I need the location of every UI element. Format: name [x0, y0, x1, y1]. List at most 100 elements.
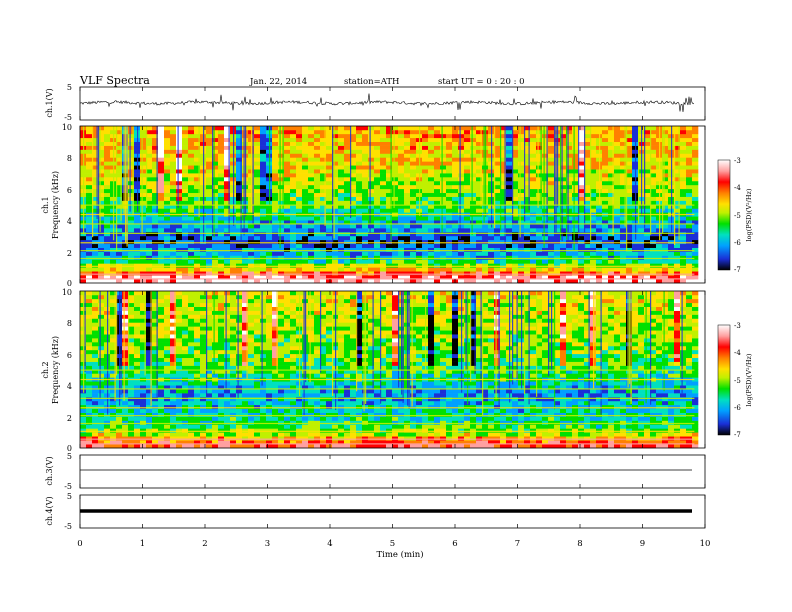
spectrogram-cell [152, 180, 159, 186]
spectrogram-cell [434, 169, 441, 174]
spectrogram-cell [308, 188, 315, 194]
spectrogram-cell [572, 157, 579, 162]
spectrogram-cell [542, 196, 549, 201]
spectrogram-cell [674, 165, 681, 170]
spectrogram-cell [314, 145, 321, 150]
spectrogram-cell [302, 271, 309, 276]
spectrogram-cell [464, 180, 471, 186]
spectrogram-cell [650, 149, 657, 154]
spectrogram-cell [254, 165, 261, 170]
spectrogram-cell [134, 436, 141, 441]
spectrogram-cell [452, 216, 459, 221]
spectrogram-cell [80, 428, 87, 433]
spectrogram-cell [470, 184, 477, 190]
spectrogram-cell [506, 188, 513, 194]
spectrogram-cell [272, 173, 279, 178]
spectrogram-cell [524, 153, 531, 158]
spectrogram-cell [608, 208, 615, 213]
spectrogram-cell [344, 133, 351, 139]
spectrogram-cell [578, 275, 585, 280]
spectrogram-cell [680, 145, 687, 150]
spectrogram-cell [158, 231, 165, 237]
spectrogram-cell [626, 145, 633, 150]
spectrogram-cell [140, 251, 147, 256]
spectrogram-cell [476, 255, 483, 260]
spectrogram-cell [368, 208, 375, 213]
spectrogram-cell [188, 184, 195, 190]
spectrogram-cell [428, 196, 435, 201]
spectrogram-cell [188, 314, 195, 319]
spectrogram-cell [542, 279, 549, 284]
spectrogram-cell [218, 239, 225, 245]
spectrogram-cell [92, 251, 99, 256]
spectrogram-cell [164, 271, 171, 276]
spectrogram-cell [158, 149, 165, 154]
spectrogram-cell [170, 432, 177, 437]
spectrogram-cell [350, 177, 357, 182]
spectrogram-cell [260, 271, 267, 276]
spectrogram-cell [278, 165, 285, 170]
spectrogram-cell [560, 153, 567, 158]
spectrogram-cell [374, 133, 381, 139]
spectrogram-cell [182, 169, 189, 174]
spectrogram-cell [368, 177, 375, 182]
spectrogram-cell [590, 133, 597, 139]
spectrogram-cell [584, 235, 591, 241]
spectrogram-cell [356, 173, 363, 178]
spectrogram-cell [374, 184, 381, 190]
spectrogram-cell [146, 424, 153, 429]
spectrogram-cell [356, 204, 363, 209]
spectrogram-cell [140, 235, 147, 241]
spectrogram-cell [434, 255, 441, 260]
spectrogram-cell [290, 145, 297, 150]
spectrogram-cell [674, 133, 681, 139]
spectrogram-cell [332, 137, 339, 142]
spectrogram-cell [458, 149, 465, 154]
spectrogram-cell [398, 267, 405, 272]
spectrogram-cell [680, 235, 687, 241]
spectrogram-cell [404, 180, 411, 186]
spectrogram-cell [110, 432, 117, 437]
spectrogram-cell [398, 235, 405, 241]
spectrogram-cell [146, 184, 153, 190]
spectrogram-cell [110, 298, 117, 304]
spectrogram-cell [452, 169, 459, 174]
spectrogram-cell [644, 216, 651, 221]
spectrogram-cell [602, 216, 609, 221]
spectrogram-cell [308, 247, 315, 252]
spectrogram-cell [578, 177, 585, 182]
spectrogram-cell [98, 243, 105, 248]
spectrogram-cell [260, 255, 267, 260]
spectrogram-cell [152, 310, 159, 315]
spectrogram-cell [584, 129, 591, 135]
spectrogram-cell [398, 169, 405, 174]
spectrogram-cell [134, 440, 141, 445]
spectrogram-cell [272, 188, 279, 194]
spectrogram-cell [464, 177, 471, 182]
spectrogram-cell [170, 153, 177, 158]
spectrogram-cell [608, 184, 615, 190]
spectrogram-cell [164, 184, 171, 190]
spectrogram-streak [332, 126, 334, 243]
spectrogram-cell [152, 302, 159, 307]
spectrogram-cell [692, 200, 699, 205]
spectrogram-cell [170, 228, 177, 233]
spectrogram-cell [650, 129, 657, 135]
spectrogram-cell [290, 200, 297, 205]
spectrogram-cell [398, 145, 405, 150]
spectrogram-cell [686, 259, 693, 264]
spectrogram-cell [218, 220, 225, 225]
spectrogram-cell [674, 224, 681, 229]
spectrogram-cell [80, 404, 87, 410]
spectrogram-cell [272, 275, 279, 280]
spectrogram-cell [146, 224, 153, 229]
spectrogram-cell [326, 208, 333, 213]
spectrogram-cell [194, 133, 201, 139]
spectrogram-cell [164, 444, 171, 449]
spectrogram-cell [110, 385, 117, 390]
spectrogram-cell [176, 318, 183, 323]
spectrogram-cell [548, 251, 555, 256]
spectrogram-cell [548, 259, 555, 264]
spectrogram-cell [566, 231, 573, 237]
spectrogram-cell [512, 141, 519, 146]
